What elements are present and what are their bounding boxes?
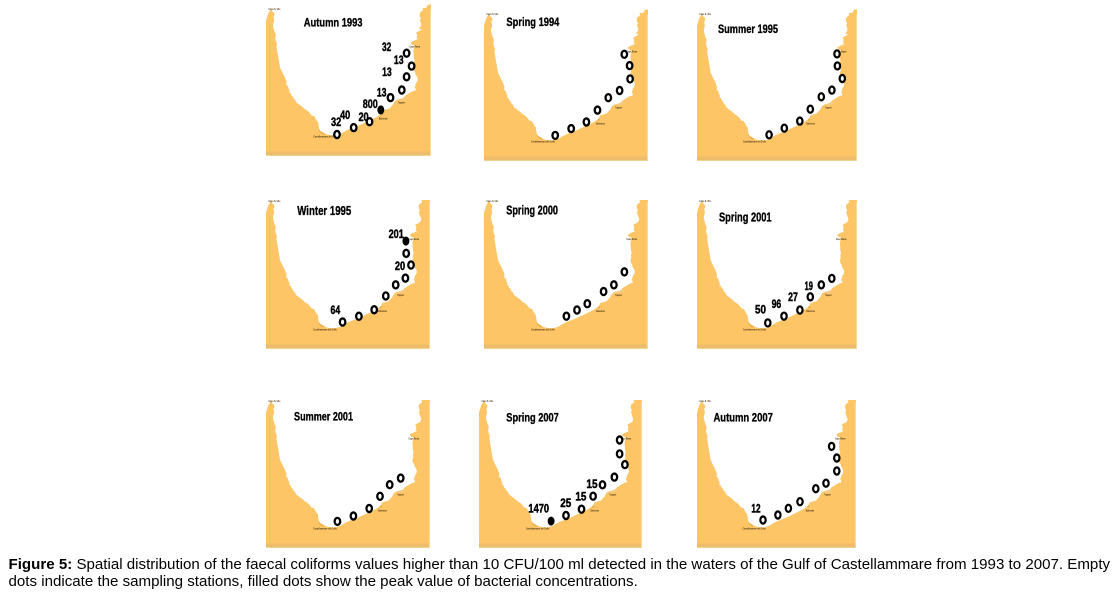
- svg-text:40: 40: [340, 110, 350, 122]
- svg-text:Capo S. Vito: Capo S. Vito: [268, 7, 280, 11]
- svg-text:Balestrate: Balestrate: [806, 121, 815, 125]
- svg-text:Balestrate: Balestrate: [378, 309, 387, 313]
- svg-text:Spring 2001: Spring 2001: [719, 211, 772, 225]
- svg-text:12: 12: [751, 504, 760, 516]
- svg-text:Capo S. Vito: Capo S. Vito: [486, 12, 498, 16]
- svg-text:Capo Rama: Capo Rama: [408, 237, 419, 241]
- svg-text:13: 13: [377, 88, 387, 100]
- svg-text:Trappeto: Trappeto: [615, 105, 622, 109]
- svg-text:25: 25: [560, 498, 572, 510]
- svg-text:Summer 1995: Summer 1995: [718, 22, 778, 36]
- svg-text:Capo Rama: Capo Rama: [836, 50, 847, 54]
- svg-text:Capo S. Vito: Capo S. Vito: [486, 200, 498, 203]
- svg-text:Balestrate: Balestrate: [596, 121, 605, 125]
- svg-text:Capo S. Vito: Capo S. Vito: [699, 12, 711, 16]
- svg-text:Capo Rama: Capo Rama: [626, 50, 637, 54]
- svg-text:Trappeto: Trappeto: [397, 492, 404, 496]
- svg-text:50: 50: [755, 304, 766, 316]
- svg-text:Castellammare del Golfo: Castellammare del Golfo: [531, 327, 555, 331]
- svg-text:Trappeto: Trappeto: [825, 105, 832, 109]
- svg-text:Trappeto: Trappeto: [615, 293, 622, 297]
- svg-text:Summer 2001: Summer 2001: [294, 409, 353, 423]
- svg-text:Castellammare del Golfo: Castellammare del Golfo: [531, 140, 555, 144]
- svg-text:Capo S. Vito: Capo S. Vito: [699, 200, 711, 203]
- svg-text:Trappeto: Trappeto: [609, 492, 616, 496]
- svg-text:Castellammare del Golfo: Castellammare del Golfo: [313, 135, 337, 139]
- svg-text:Castellammare del Golfo: Castellammare del Golfo: [313, 327, 337, 331]
- svg-text:20: 20: [395, 261, 405, 273]
- svg-text:Winter 1995: Winter 1995: [297, 204, 351, 218]
- svg-text:27: 27: [788, 292, 798, 304]
- svg-text:32: 32: [382, 42, 391, 54]
- svg-text:Castellammare del Golfo: Castellammare del Golfo: [526, 527, 550, 531]
- svg-text:Capo S. Vito: Capo S. Vito: [268, 400, 280, 403]
- svg-text:Capo S. Vito: Capo S. Vito: [481, 400, 493, 403]
- svg-text:13: 13: [394, 55, 404, 67]
- svg-text:19: 19: [805, 281, 813, 293]
- svg-text:800: 800: [363, 99, 378, 111]
- svg-text:Trappeto: Trappeto: [824, 492, 831, 496]
- svg-text:Castellammare del Golfo: Castellammare del Golfo: [743, 140, 766, 144]
- svg-text:Capo Rama: Capo Rama: [620, 437, 631, 441]
- svg-text:201: 201: [389, 229, 405, 241]
- svg-text:Capo S. Vito: Capo S. Vito: [699, 400, 711, 403]
- svg-text:Trappeto: Trappeto: [397, 293, 404, 297]
- svg-text:Autumn 1993: Autumn 1993: [304, 16, 363, 30]
- svg-text:Capo Rama: Capo Rama: [408, 437, 419, 441]
- svg-text:Castellammare del Golfo: Castellammare del Golfo: [743, 527, 766, 531]
- svg-text:Balestrate: Balestrate: [378, 508, 387, 512]
- svg-text:Spring 1994: Spring 1994: [506, 15, 559, 29]
- svg-text:1470: 1470: [528, 504, 549, 516]
- svg-text:Capo Rama: Capo Rama: [835, 437, 846, 441]
- svg-text:15: 15: [575, 491, 587, 503]
- svg-text:Balestrate: Balestrate: [806, 508, 815, 512]
- svg-text:Balestrate: Balestrate: [379, 116, 388, 120]
- svg-text:Balestrate: Balestrate: [806, 309, 815, 313]
- svg-text:64: 64: [331, 305, 341, 317]
- svg-text:Capo Rama: Capo Rama: [409, 45, 420, 49]
- svg-text:Castellammare del Golfo: Castellammare del Golfo: [743, 327, 766, 331]
- svg-text:Castellammare del Golfo: Castellammare del Golfo: [313, 527, 337, 531]
- svg-text:15: 15: [586, 479, 598, 491]
- svg-text:Capo Rama: Capo Rama: [626, 237, 637, 241]
- svg-text:20: 20: [358, 112, 368, 124]
- svg-text:13: 13: [382, 67, 392, 79]
- svg-text:Spring 2007: Spring 2007: [506, 410, 559, 424]
- svg-text:Capo Rama: Capo Rama: [836, 237, 847, 241]
- svg-text:Autumn 2007: Autumn 2007: [713, 410, 773, 424]
- svg-text:96: 96: [772, 299, 782, 311]
- svg-text:Trappeto: Trappeto: [825, 293, 832, 297]
- svg-text:Balestrate: Balestrate: [596, 309, 605, 313]
- svg-text:Balestrate: Balestrate: [590, 508, 599, 512]
- svg-text:Capo S. Vito: Capo S. Vito: [268, 200, 280, 203]
- svg-text:32: 32: [331, 117, 341, 129]
- svg-text:Trappeto: Trappeto: [398, 100, 405, 104]
- svg-text:Spring 2000: Spring 2000: [506, 204, 558, 218]
